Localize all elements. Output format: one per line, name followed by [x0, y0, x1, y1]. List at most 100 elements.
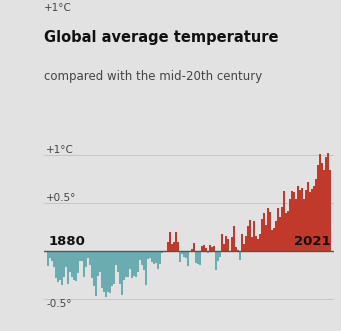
Bar — [58, 251, 59, 282]
Bar — [291, 191, 293, 251]
Bar — [233, 226, 235, 251]
Bar — [193, 243, 195, 251]
Bar — [155, 251, 157, 263]
Bar — [84, 251, 85, 277]
Bar — [73, 251, 75, 280]
Bar — [273, 228, 275, 251]
Bar — [189, 251, 191, 252]
Bar — [237, 250, 239, 251]
Bar — [313, 186, 315, 251]
Bar — [205, 248, 207, 251]
Bar — [216, 251, 217, 270]
Bar — [213, 246, 215, 251]
Bar — [116, 251, 117, 265]
Bar — [177, 242, 179, 251]
Bar — [207, 251, 209, 253]
Bar — [327, 153, 329, 251]
Bar — [267, 208, 269, 251]
Text: Global average temperature: Global average temperature — [44, 30, 279, 45]
Bar — [188, 251, 189, 266]
Bar — [142, 251, 143, 265]
Text: +1°C: +1°C — [44, 3, 72, 13]
Bar — [325, 157, 327, 251]
Bar — [169, 232, 171, 251]
Bar — [114, 251, 115, 284]
Bar — [225, 236, 227, 251]
Bar — [153, 251, 155, 264]
Bar — [51, 251, 53, 261]
Bar — [61, 251, 63, 285]
Bar — [229, 251, 231, 252]
Bar — [269, 212, 271, 251]
Bar — [175, 232, 177, 251]
Bar — [54, 251, 55, 267]
Bar — [86, 251, 87, 267]
Text: -0.5°: -0.5° — [46, 299, 72, 308]
Bar — [203, 245, 205, 251]
Bar — [309, 193, 311, 251]
Bar — [255, 236, 257, 251]
Bar — [271, 230, 273, 251]
Bar — [121, 251, 123, 295]
Bar — [119, 251, 121, 284]
Bar — [303, 199, 305, 251]
Bar — [211, 247, 213, 251]
Bar — [160, 251, 161, 264]
Bar — [246, 236, 247, 251]
Bar — [315, 179, 317, 251]
Bar — [47, 251, 49, 266]
Bar — [197, 251, 199, 264]
Bar — [285, 213, 287, 251]
Bar — [72, 251, 73, 277]
Bar — [235, 247, 237, 251]
Bar — [260, 234, 261, 251]
Bar — [128, 251, 129, 277]
Bar — [317, 165, 319, 251]
Bar — [105, 251, 107, 297]
Bar — [247, 226, 249, 251]
Bar — [125, 251, 127, 277]
Bar — [199, 251, 201, 265]
Bar — [79, 251, 81, 261]
Bar — [161, 251, 163, 253]
Bar — [191, 249, 193, 251]
Bar — [253, 221, 255, 251]
Bar — [158, 251, 159, 269]
Bar — [195, 251, 197, 263]
Bar — [100, 251, 101, 272]
Bar — [209, 245, 211, 251]
Bar — [311, 189, 313, 251]
Text: compared with the mid-20th century: compared with the mid-20th century — [44, 70, 263, 82]
Bar — [144, 251, 145, 270]
Bar — [186, 251, 187, 259]
Bar — [251, 237, 253, 251]
Bar — [287, 211, 289, 251]
Text: +0.5°: +0.5° — [46, 193, 77, 203]
Bar — [232, 237, 233, 251]
Bar — [165, 251, 167, 252]
Bar — [65, 251, 67, 267]
Bar — [227, 239, 229, 251]
Bar — [239, 251, 241, 260]
Bar — [145, 251, 147, 285]
Bar — [49, 251, 51, 259]
Bar — [172, 244, 173, 251]
Bar — [135, 251, 137, 277]
Bar — [77, 251, 79, 273]
Bar — [183, 251, 185, 257]
Bar — [112, 251, 113, 286]
Bar — [91, 251, 93, 278]
Bar — [81, 251, 83, 261]
Bar — [95, 251, 97, 296]
Bar — [68, 251, 69, 284]
Bar — [179, 251, 181, 262]
Bar — [102, 251, 103, 288]
Bar — [223, 244, 225, 251]
Bar — [307, 182, 309, 251]
Bar — [323, 169, 325, 251]
Bar — [131, 251, 133, 278]
Bar — [243, 244, 245, 251]
Bar — [63, 251, 65, 277]
Bar — [219, 251, 221, 257]
Bar — [305, 190, 307, 251]
